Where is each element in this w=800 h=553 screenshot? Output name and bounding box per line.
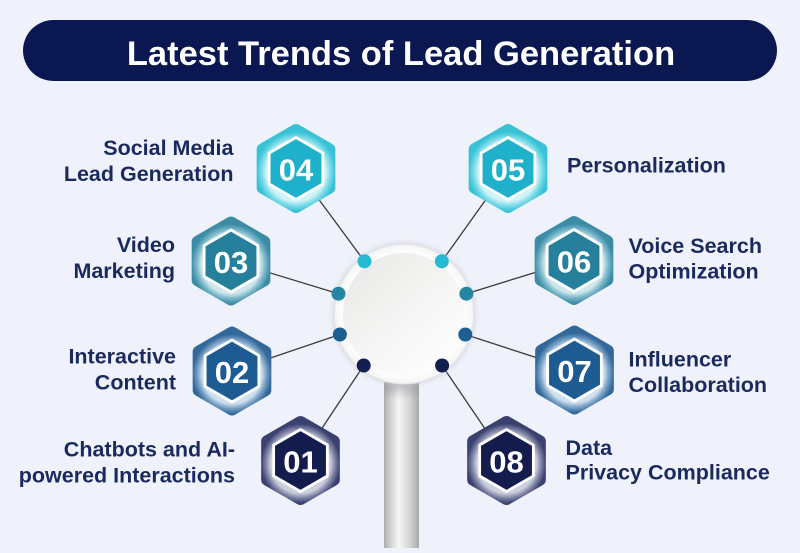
svg-text:Personalization: Personalization — [567, 154, 726, 178]
svg-text:Social Media: Social Media — [103, 136, 234, 160]
svg-text:Video: Video — [117, 233, 175, 257]
svg-text:06: 06 — [557, 245, 591, 280]
svg-text:Marketing: Marketing — [73, 259, 175, 283]
svg-text:Latest Trends of Lead Generati: Latest Trends of Lead Generation — [127, 35, 675, 73]
svg-text:powered Interactions: powered Interactions — [19, 464, 235, 488]
svg-text:Interactive: Interactive — [68, 345, 176, 369]
svg-text:Optimization: Optimization — [629, 260, 759, 284]
svg-text:Voice Search: Voice Search — [629, 234, 762, 258]
svg-text:03: 03 — [214, 245, 248, 280]
svg-text:Privacy Compliance: Privacy Compliance — [566, 461, 770, 485]
svg-text:Influencer: Influencer — [629, 348, 732, 372]
svg-text:07: 07 — [557, 354, 591, 389]
svg-text:04: 04 — [279, 153, 314, 188]
svg-text:Content: Content — [95, 371, 176, 395]
svg-text:Collaboration: Collaboration — [629, 373, 768, 397]
svg-text:02: 02 — [215, 355, 249, 390]
svg-text:Data: Data — [566, 436, 614, 460]
svg-text:05: 05 — [491, 153, 525, 188]
svg-text:Lead Generation: Lead Generation — [64, 162, 234, 186]
svg-text:08: 08 — [489, 445, 523, 480]
svg-text:01: 01 — [283, 445, 317, 480]
svg-text:Chatbots and AI-: Chatbots and AI- — [64, 438, 235, 462]
